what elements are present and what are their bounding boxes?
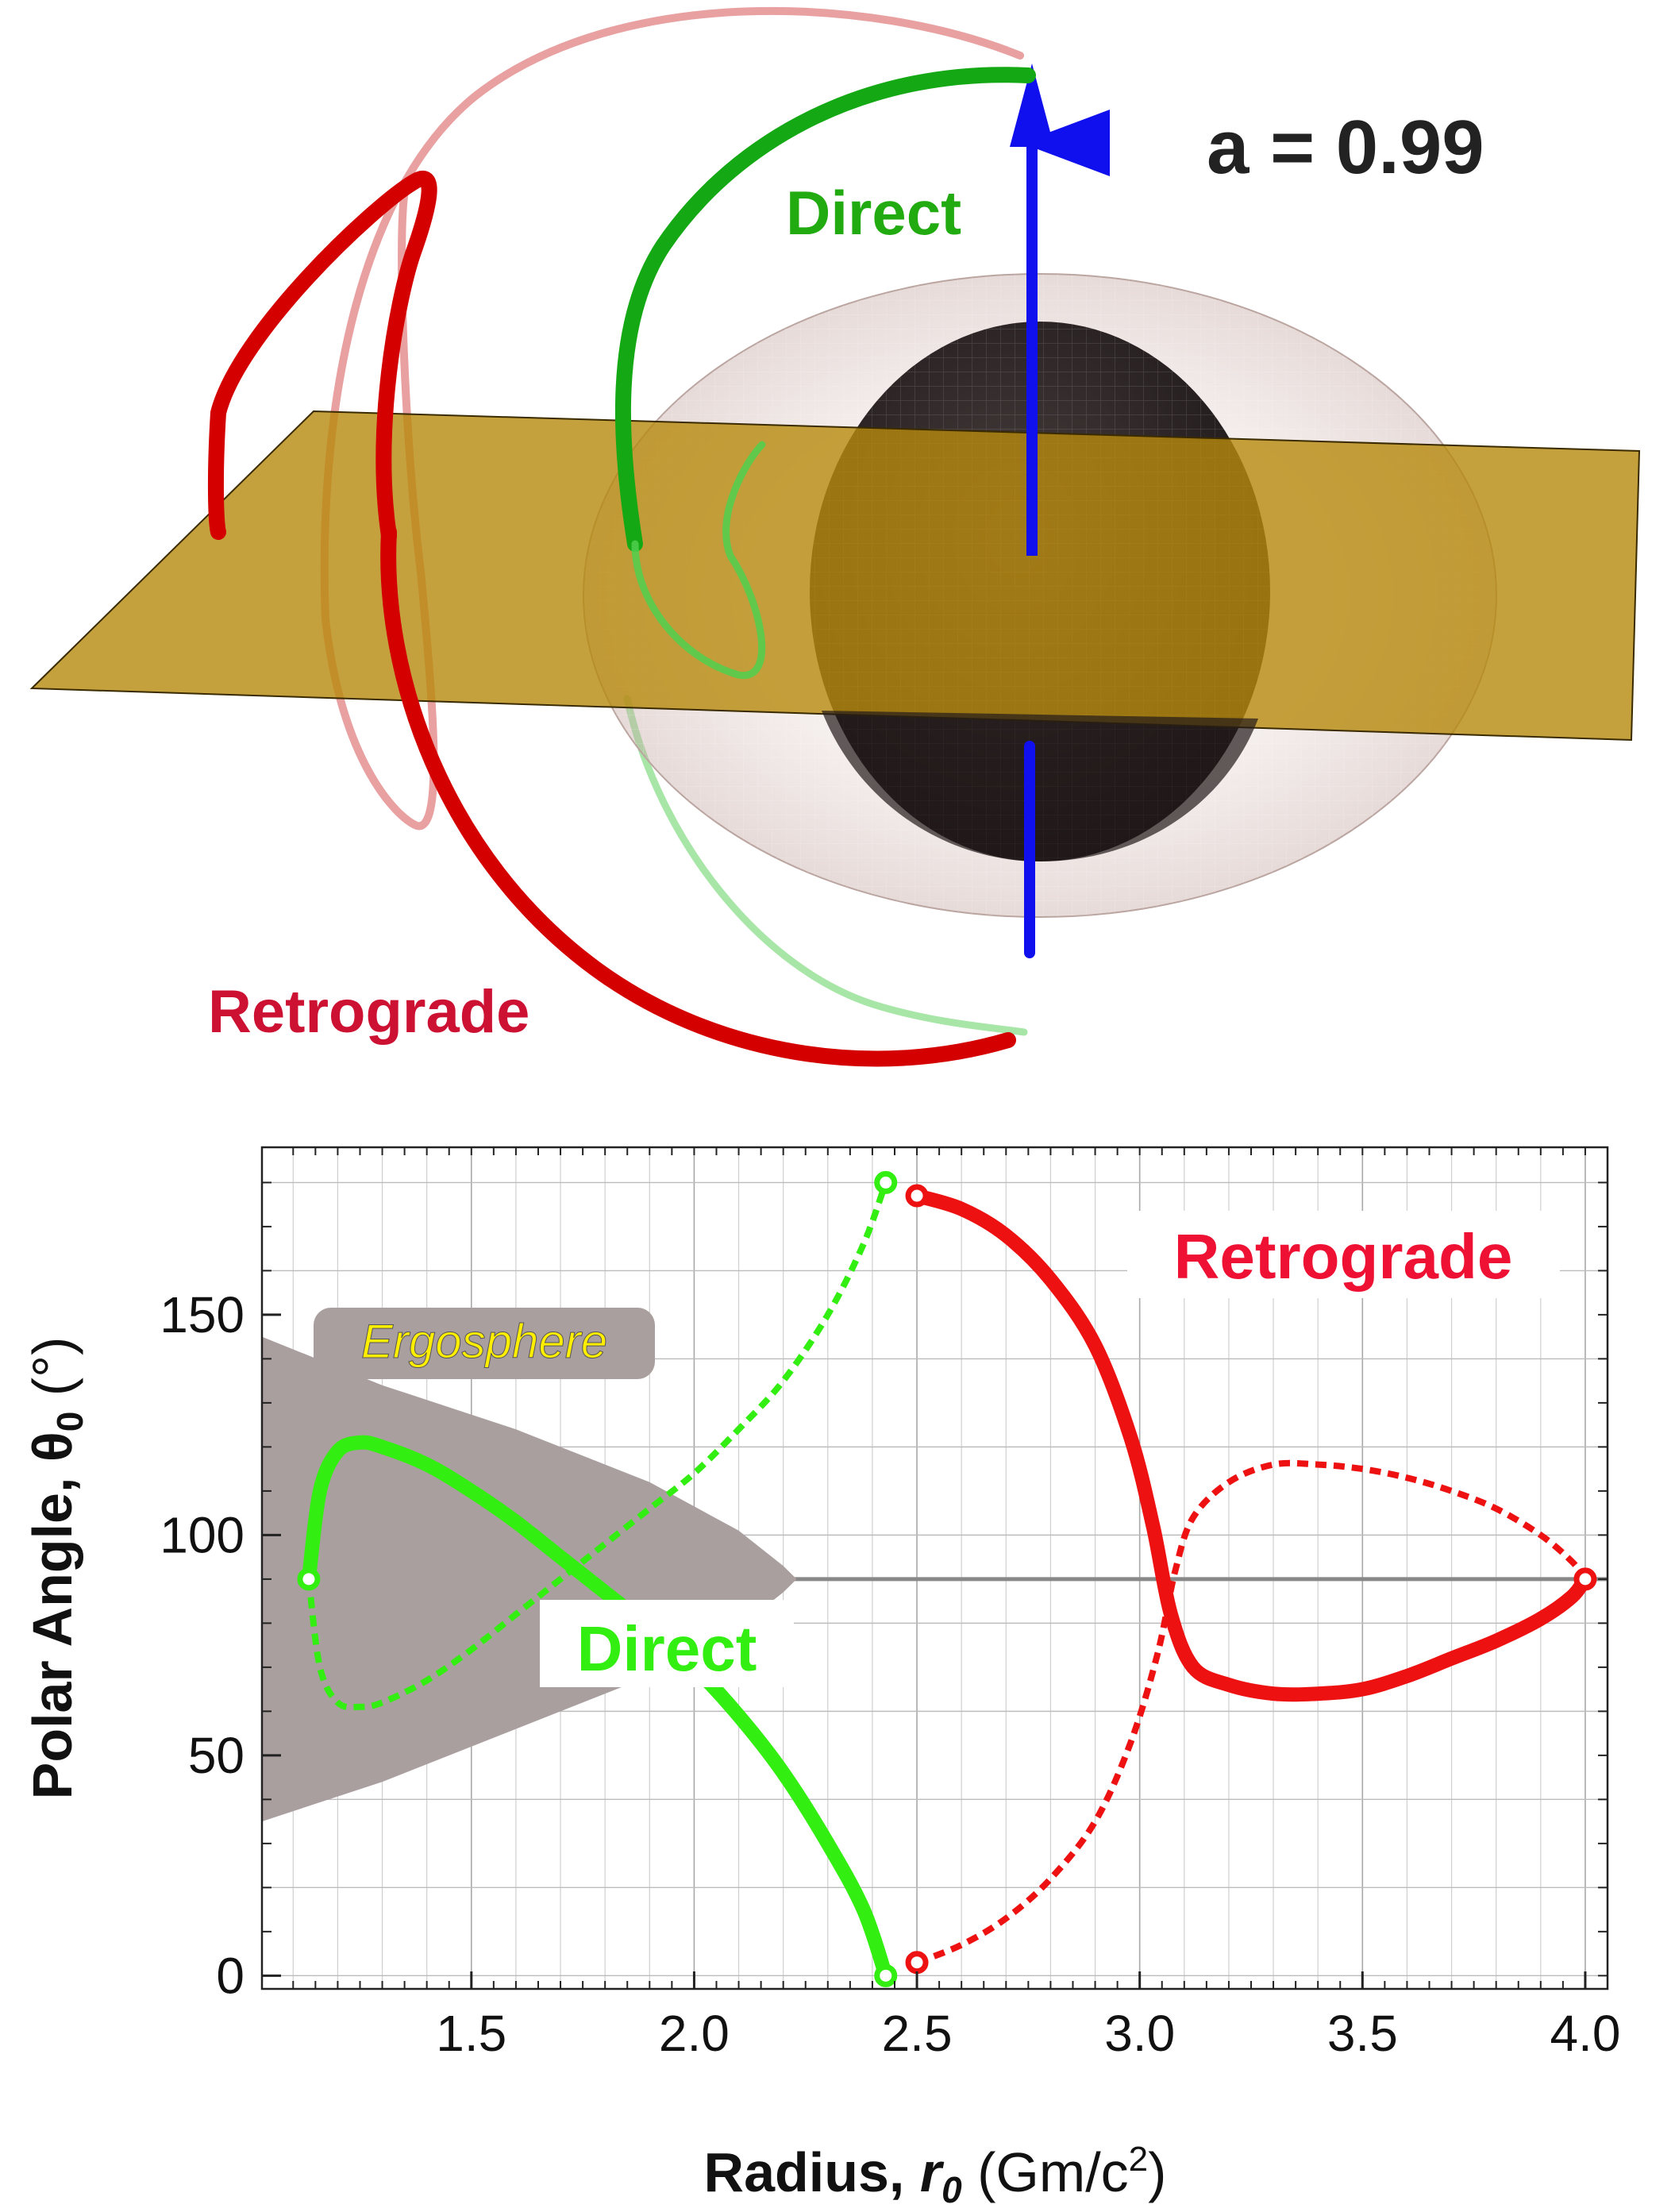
x-tick-label: 2.5 (882, 2005, 953, 2062)
spin-axis-arrowhead (1010, 64, 1054, 147)
plot-frame (260, 1146, 1609, 1990)
axis-ticks: 1.5 2.0 2.5 3.0 3.5 4.0 0 50 100 150 (160, 1147, 1620, 2062)
endpoint-marker (1573, 1567, 1597, 1591)
y-tick-label: 100 (160, 1506, 245, 1563)
x-tick-label: 4.0 (1550, 2005, 1620, 2062)
series-retro-dashed (915, 1459, 1588, 1966)
endpoint-marker (874, 1963, 898, 1987)
y-axis-label: Polar Angle, θ0 (°) (21, 1337, 90, 1800)
y-tick-label: 50 (188, 1727, 245, 1784)
direct-orbit-label: Direct (786, 178, 961, 248)
retrograde-annotation-bg (1127, 1211, 1560, 1298)
equatorial-plane (29, 410, 1641, 742)
endpoint-marker (297, 1567, 321, 1591)
direct-orbit-back-arc (623, 695, 1028, 1036)
retrograde-orbit-front-lower (380, 524, 1016, 1067)
spin-label: a = 0.99 (1207, 105, 1484, 190)
ergosphere-label-box (314, 1308, 655, 1379)
series-direct-dashed (305, 1181, 889, 1711)
x-tick-label: 1.5 (436, 2005, 506, 2062)
direct-orbit-front (614, 67, 1036, 552)
endpoint-marker (905, 1951, 929, 1975)
x-tick-label: 3.5 (1327, 2005, 1398, 2062)
series-retro-solid (910, 1189, 1592, 1702)
polar-angle-chart: 1.5 2.0 2.5 3.0 3.5 4.0 0 50 100 150 Ergosphere Di… (21, 1146, 1620, 2210)
endpoint-marker (905, 1184, 929, 1208)
x-tick-label: 3.0 (1104, 2005, 1175, 2062)
orbit-3d-illustration: a = 0.99 Direct Retrograde (29, 6, 1641, 1067)
y-tick-label: 0 (216, 1947, 245, 2004)
direct-annotation-bg (540, 1600, 794, 1687)
direct-annotation: Direct (577, 1613, 757, 1684)
retrograde-annotation: Retrograde (1174, 1221, 1513, 1292)
retrograde-orbit-front (207, 170, 437, 544)
y-tick-label: 150 (160, 1286, 245, 1343)
x-axis-label: Radius, r0 (Gm/c2) (704, 2140, 1167, 2210)
x-tick-label: 2.0 (659, 2005, 730, 2062)
direct-orbit-inner (631, 441, 766, 680)
retrograde-orbit-label: Retrograde (208, 978, 529, 1046)
event-horizon-lower (822, 711, 1258, 861)
ergosphere-label: Ergosphere (361, 1315, 607, 1368)
endpoint-marker (874, 1170, 898, 1194)
